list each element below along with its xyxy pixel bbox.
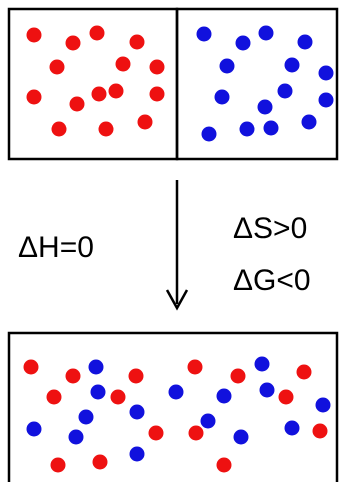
red-particle: [108, 83, 124, 99]
blue-particle: [263, 120, 279, 136]
red-particle: [187, 359, 203, 375]
red-particle: [149, 86, 165, 102]
blue-particle: [258, 25, 274, 41]
red-particle: [89, 25, 105, 41]
red-particles-before: [26, 25, 165, 137]
blue-particle: [168, 384, 184, 400]
red-particle: [98, 121, 114, 137]
red-particle: [188, 425, 204, 441]
red-particle: [296, 364, 312, 380]
blue-particle: [129, 446, 145, 462]
red-particle: [110, 389, 126, 405]
red-particle: [137, 114, 153, 130]
red-particle: [91, 86, 107, 102]
red-particle: [115, 56, 131, 72]
process-arrow: [165, 180, 189, 311]
blue-particle: [201, 126, 217, 142]
red-particle: [312, 423, 328, 439]
entropy-change-label: ΔS>0: [233, 212, 307, 245]
blue-particle: [318, 65, 334, 81]
red-particle: [128, 368, 144, 384]
blue-particle: [219, 58, 235, 74]
red-particle: [23, 359, 39, 375]
blue-particle: [196, 26, 212, 42]
blue-particle: [239, 121, 255, 137]
red-particle: [230, 368, 246, 384]
blue-particle: [214, 89, 230, 105]
blue-particle: [78, 409, 94, 425]
blue-particle: [200, 413, 216, 429]
right-compartment: [175, 7, 339, 161]
red-particle: [26, 27, 42, 43]
blue-particle: [257, 99, 273, 115]
blue-particle: [254, 356, 270, 372]
blue-particle: [297, 34, 313, 50]
blue-particle: [235, 35, 251, 51]
red-particle: [216, 457, 232, 473]
red-particle: [149, 59, 165, 75]
blue-particle: [216, 388, 232, 404]
red-particle: [49, 59, 65, 75]
red-particle: [69, 96, 85, 112]
mixed-compartment: [7, 331, 339, 482]
red-particle: [65, 368, 81, 384]
blue-particle: [277, 83, 293, 99]
blue-particles-before: [196, 25, 334, 142]
blue-particle: [68, 429, 84, 445]
red-particle: [92, 454, 108, 470]
red-particle: [129, 34, 145, 50]
mixed-particles: [23, 356, 331, 473]
red-particle: [148, 425, 164, 441]
blue-particle: [301, 114, 317, 130]
gibbs-change-label: ΔG<0: [233, 264, 311, 297]
red-particle: [50, 457, 66, 473]
enthalpy-change-label: ΔH=0: [18, 231, 94, 264]
blue-particle: [259, 382, 275, 398]
red-particle: [278, 389, 294, 405]
before-mixing-container: [7, 7, 339, 161]
after-mixing-container: [7, 331, 339, 482]
red-particle: [46, 389, 62, 405]
blue-particle: [315, 397, 331, 413]
blue-particle: [88, 359, 104, 375]
blue-particle: [284, 57, 300, 73]
red-particle: [65, 35, 81, 51]
arrow-head: [165, 289, 189, 311]
blue-particle: [26, 421, 42, 437]
red-particle: [51, 121, 67, 137]
blue-particle: [284, 420, 300, 436]
blue-particle: [90, 384, 106, 400]
blue-particle: [318, 92, 334, 108]
red-particle: [26, 89, 42, 105]
blue-particle: [233, 429, 249, 445]
blue-particle: [129, 404, 145, 420]
